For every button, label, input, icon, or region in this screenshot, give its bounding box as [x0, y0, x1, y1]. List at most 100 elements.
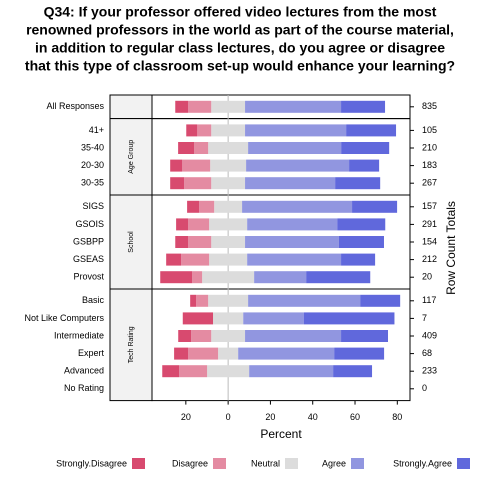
row-total: 7 [422, 313, 427, 323]
category-label: No Rating [64, 383, 104, 393]
bar-segment [178, 142, 195, 154]
category-label: Provost [73, 272, 104, 282]
bar-segment [186, 124, 198, 137]
bar-segment [170, 177, 185, 190]
x-tick-label: 20 [181, 412, 191, 422]
legend-label: Neutral [251, 458, 280, 468]
row-total: 835 [422, 101, 437, 111]
bar-segment [245, 330, 342, 342]
row-total: 105 [422, 125, 437, 135]
bar-segment [341, 100, 386, 113]
bar-segment [360, 294, 401, 307]
legend-label: Strongly.Agree [393, 458, 452, 468]
category-label: GSBPP [73, 236, 104, 246]
bar-segment [333, 365, 373, 378]
bar-segment [247, 253, 342, 266]
bar-segment [182, 159, 211, 172]
bar-segment [243, 312, 304, 325]
category-label: 20-30 [81, 160, 104, 170]
category-label: Not Like Computers [24, 313, 104, 323]
bar-segment [341, 142, 390, 154]
bar-segment [184, 177, 212, 190]
row-total: 117 [422, 295, 436, 305]
bar-segment [188, 218, 210, 231]
legend-label: Disagree [172, 458, 208, 468]
category-label: 41+ [89, 125, 104, 135]
row-total: 267 [422, 178, 437, 188]
bar-segment [303, 312, 395, 325]
bar-segment [187, 200, 200, 213]
bar-segment [174, 347, 189, 360]
row-total: 409 [422, 330, 437, 340]
bar-segment [192, 271, 203, 284]
x-tick-label: 0 [226, 412, 231, 422]
category-label: Basic [82, 295, 105, 305]
bar-segment [210, 159, 247, 172]
row-total: 183 [422, 160, 437, 170]
bar-segment [238, 347, 335, 360]
legend-swatch [457, 458, 470, 469]
row-total: 210 [422, 142, 437, 152]
legend-swatch [351, 458, 364, 469]
category-label: Advanced [64, 366, 104, 376]
bar-segment [176, 218, 189, 231]
legend-label: Agree [322, 458, 346, 468]
bar-segment [211, 100, 246, 113]
bar-segment [335, 177, 381, 190]
bar-segment [208, 294, 249, 307]
x-tick-label: 20 [265, 412, 275, 422]
bar-segment [352, 200, 398, 213]
bar-segment [211, 124, 246, 137]
bar-segment [199, 200, 215, 213]
bar-segment [175, 100, 189, 113]
bar-segment [249, 365, 334, 378]
category-label: 35-40 [81, 142, 104, 152]
bar-segment [170, 159, 183, 172]
right-axis-label: Row Count Totals [444, 201, 458, 295]
bar-segment [242, 200, 353, 213]
bar-segment [160, 271, 193, 284]
bar-segment [211, 330, 246, 342]
bar-segment [248, 142, 342, 154]
bar-segment [181, 253, 210, 266]
panel-strip [109, 94, 153, 120]
bar-segment [214, 200, 243, 213]
category-label: All Responses [46, 101, 104, 111]
x-tick-label: 80 [392, 412, 402, 422]
row-total: 157 [422, 201, 437, 211]
bar-segment [208, 142, 249, 154]
bar-segment [245, 124, 347, 137]
chart-title: in addition to regular class lectures, d… [35, 40, 445, 56]
bar-segment [197, 124, 212, 137]
bar-segment [182, 312, 214, 325]
bar-segment [245, 100, 342, 113]
bar-segment [175, 236, 189, 248]
category-label: Intermediate [54, 330, 104, 340]
bar-segment [245, 177, 336, 190]
legend-swatch [285, 458, 298, 469]
panel [151, 288, 411, 402]
panel-label: Tech Rating [128, 326, 135, 363]
bar-segment [166, 253, 182, 266]
panel-label: Age Group [128, 140, 135, 174]
bar-segment [341, 330, 389, 342]
row-total: 68 [422, 348, 432, 358]
bar-segment [190, 294, 197, 307]
row-total: 291 [422, 219, 437, 229]
bar-segment [191, 330, 212, 342]
bar-segment [188, 347, 219, 360]
bar-segment [202, 271, 255, 284]
category-label: Expert [78, 348, 105, 358]
bar-segment [207, 365, 250, 378]
legend-swatch [213, 458, 226, 469]
bar-segment [247, 218, 338, 231]
bar-segment [246, 159, 350, 172]
row-total: 20 [422, 272, 432, 282]
bar-segment [334, 347, 385, 360]
bar-segment [211, 236, 246, 248]
category-label: GSOIS [75, 219, 104, 229]
bar-segment [162, 365, 180, 378]
bar-segment [248, 294, 361, 307]
legend-label: Strongly.Disagree [56, 458, 127, 468]
panel-strip [109, 288, 153, 402]
